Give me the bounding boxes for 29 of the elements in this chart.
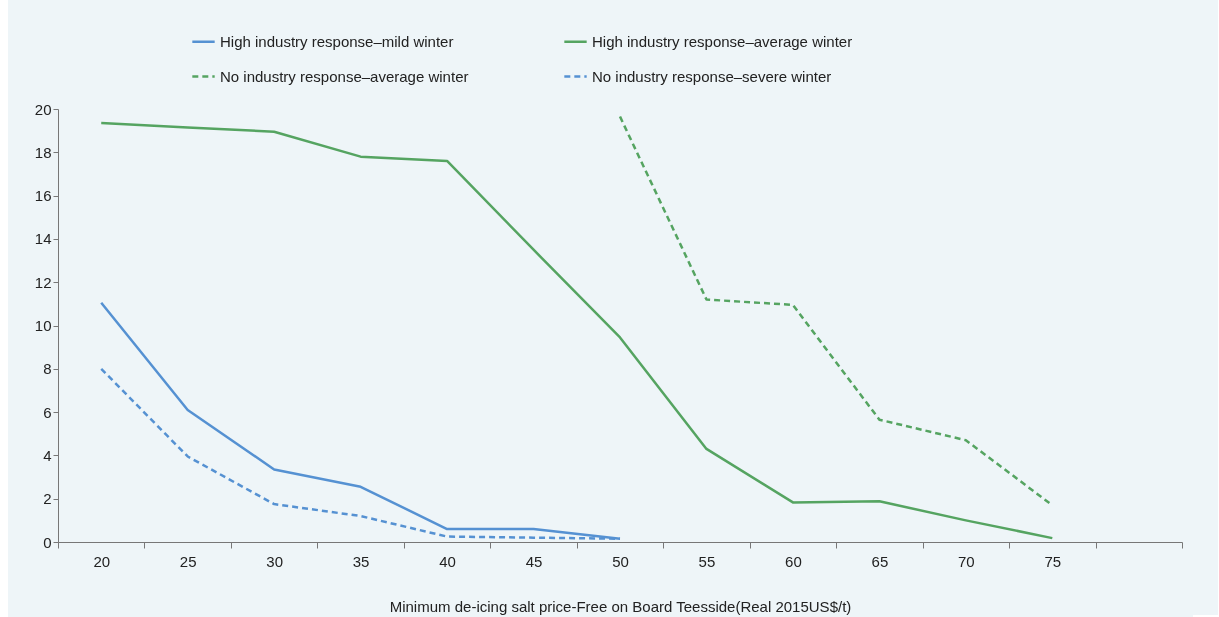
x-tick-label: 70: [958, 552, 975, 570]
y-tick-label: 8: [43, 360, 52, 378]
x-axis-title: Minimum de-icing salt price-Free on Board Teesside(Real 2015US$/t): [389, 597, 852, 615]
x-tick-label: 50: [612, 552, 629, 570]
legend-label: High industry response–mild winter: [220, 32, 454, 50]
x-tick-label: 45: [525, 552, 543, 570]
y-tick-label: 12: [34, 273, 52, 291]
y-tick-label: 14: [34, 230, 52, 248]
legend-label: No industry response–severe winter: [592, 67, 832, 85]
y-tick-label: 20: [34, 100, 52, 118]
x-tick-label: 60: [785, 552, 802, 570]
y-tick-label: 18: [34, 143, 52, 161]
y-tick-label: 4: [43, 446, 52, 464]
x-tick-label: 35: [352, 552, 370, 570]
x-tick-label: 25: [179, 552, 197, 570]
x-tick-label: 75: [1044, 552, 1062, 570]
y-tick-label: 10: [34, 317, 52, 334]
x-tick-label: 65: [871, 552, 889, 570]
legend-label: High industry response–average winter: [592, 32, 853, 50]
legend-label: No industry response–average winter: [220, 67, 469, 85]
x-tick-label: 55: [698, 552, 716, 570]
x-tick-label: 40: [439, 552, 456, 570]
y-tick-label: 0: [43, 533, 52, 551]
y-tick-label: 2: [43, 490, 52, 508]
x-tick-label: 20: [93, 552, 111, 570]
y-tick-label: 16: [34, 187, 52, 205]
line-series: [99, 121, 1054, 540]
y-tick-label: 6: [43, 403, 52, 421]
x-tick-label: 30: [266, 552, 283, 570]
